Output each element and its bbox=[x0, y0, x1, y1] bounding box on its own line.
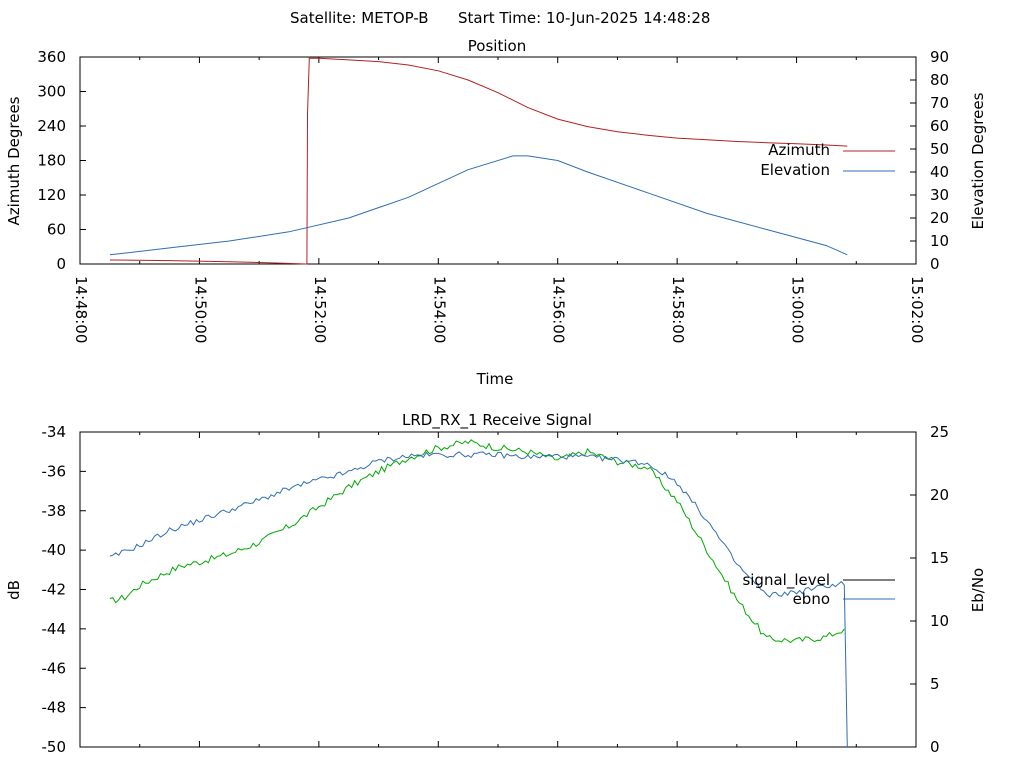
position-x-tick-label: 14:48:00 bbox=[72, 276, 90, 343]
receive-y-tick-label: -40 bbox=[42, 541, 67, 559]
receive-y-tick-label: -50 bbox=[42, 738, 67, 756]
position-y2-tick-label: 0 bbox=[930, 255, 940, 273]
series-line-azimuth bbox=[109, 57, 848, 265]
position-chart-title: Position bbox=[468, 37, 526, 55]
receive-y2-tick-label: 5 bbox=[930, 675, 940, 693]
receive-y2-tick-label: 0 bbox=[930, 738, 940, 756]
position-y2-tick-label: 80 bbox=[930, 71, 949, 89]
receive-y-axis-label: dB bbox=[5, 580, 23, 600]
position-y-tick-label: 0 bbox=[56, 255, 66, 273]
position-y2-tick-label: 90 bbox=[930, 48, 949, 66]
position-y-tick-label: 180 bbox=[37, 152, 66, 170]
position-x-tick-label: 14:58:00 bbox=[669, 276, 687, 343]
series-line-signal-level bbox=[109, 439, 845, 644]
position-x-axis-label: Time bbox=[476, 370, 514, 388]
position-y2-tick-label: 60 bbox=[930, 117, 949, 135]
satellite-label: Satellite: METOP-B bbox=[290, 9, 429, 27]
legend-label-elevation: Elevation bbox=[760, 161, 830, 179]
position-y2-tick-label: 20 bbox=[930, 209, 949, 227]
position-chart: Position 0 60 120 180 240 300 360 0 10 20 30 40 50 6… bbox=[5, 37, 987, 388]
receive-y-tick-label: -44 bbox=[42, 620, 67, 638]
position-y2-tick-label: 40 bbox=[930, 163, 949, 181]
series-line-ebno bbox=[109, 451, 848, 748]
position-x-tick-label: 14:50:00 bbox=[191, 276, 209, 343]
legend-label-signal-level: signal_level bbox=[742, 571, 830, 590]
receive-y2-tick-label: 10 bbox=[930, 612, 949, 630]
position-y-tick-label: 60 bbox=[47, 221, 66, 239]
start-time-label: Start Time: 10-Jun-2025 14:48:28 bbox=[458, 9, 710, 27]
receive-y2-tick-label: 15 bbox=[930, 549, 949, 567]
legend-label-ebno: ebno bbox=[793, 590, 830, 608]
receive-y-tick-label: -46 bbox=[42, 659, 67, 677]
legend-label-azimuth: Azimuth bbox=[768, 141, 830, 159]
position-y-tick-label: 360 bbox=[37, 48, 66, 66]
receive-y-tick-label: -34 bbox=[42, 423, 67, 441]
receive-signal-chart-title: LRD_RX_1 Receive Signal bbox=[402, 411, 592, 430]
receive-y-tick-label: -48 bbox=[42, 699, 67, 717]
position-y2-tick-label: 10 bbox=[930, 232, 949, 250]
position-x-tick-label: 15:00:00 bbox=[789, 276, 807, 343]
position-y-tick-label: 120 bbox=[37, 186, 66, 204]
position-y-axis-label: Azimuth Degrees bbox=[5, 96, 23, 225]
position-y2-axis-label: Elevation Degrees bbox=[969, 92, 987, 229]
position-x-tick-label: 15:02:00 bbox=[908, 276, 926, 343]
receive-signal-chart: LRD_RX_1 Receive Signal -50 -48 -46 -44 -42 -… bbox=[5, 411, 987, 756]
receive-y-tick-label: -36 bbox=[42, 462, 67, 480]
receive-y-tick-label: -42 bbox=[42, 581, 67, 599]
position-y2-tick-label: 70 bbox=[930, 94, 949, 112]
receive-y2-axis-label: Eb/No bbox=[969, 568, 987, 612]
position-x-tick-label: 14:52:00 bbox=[311, 276, 329, 343]
position-y-tick-label: 240 bbox=[37, 117, 66, 135]
series-line-elevation bbox=[109, 155, 848, 256]
receive-y2-tick-label: 25 bbox=[930, 423, 949, 441]
position-y2-tick-label: 50 bbox=[930, 140, 949, 158]
receive-y-tick-label: -38 bbox=[42, 502, 67, 520]
position-y-tick-label: 300 bbox=[37, 83, 66, 101]
position-y2-tick-label: 30 bbox=[930, 186, 949, 204]
receive-plot-frame bbox=[79, 431, 917, 748]
position-x-tick-label: 14:56:00 bbox=[550, 276, 568, 343]
receive-y2-tick-label: 20 bbox=[930, 486, 949, 504]
position-x-tick-label: 14:54:00 bbox=[430, 276, 448, 343]
